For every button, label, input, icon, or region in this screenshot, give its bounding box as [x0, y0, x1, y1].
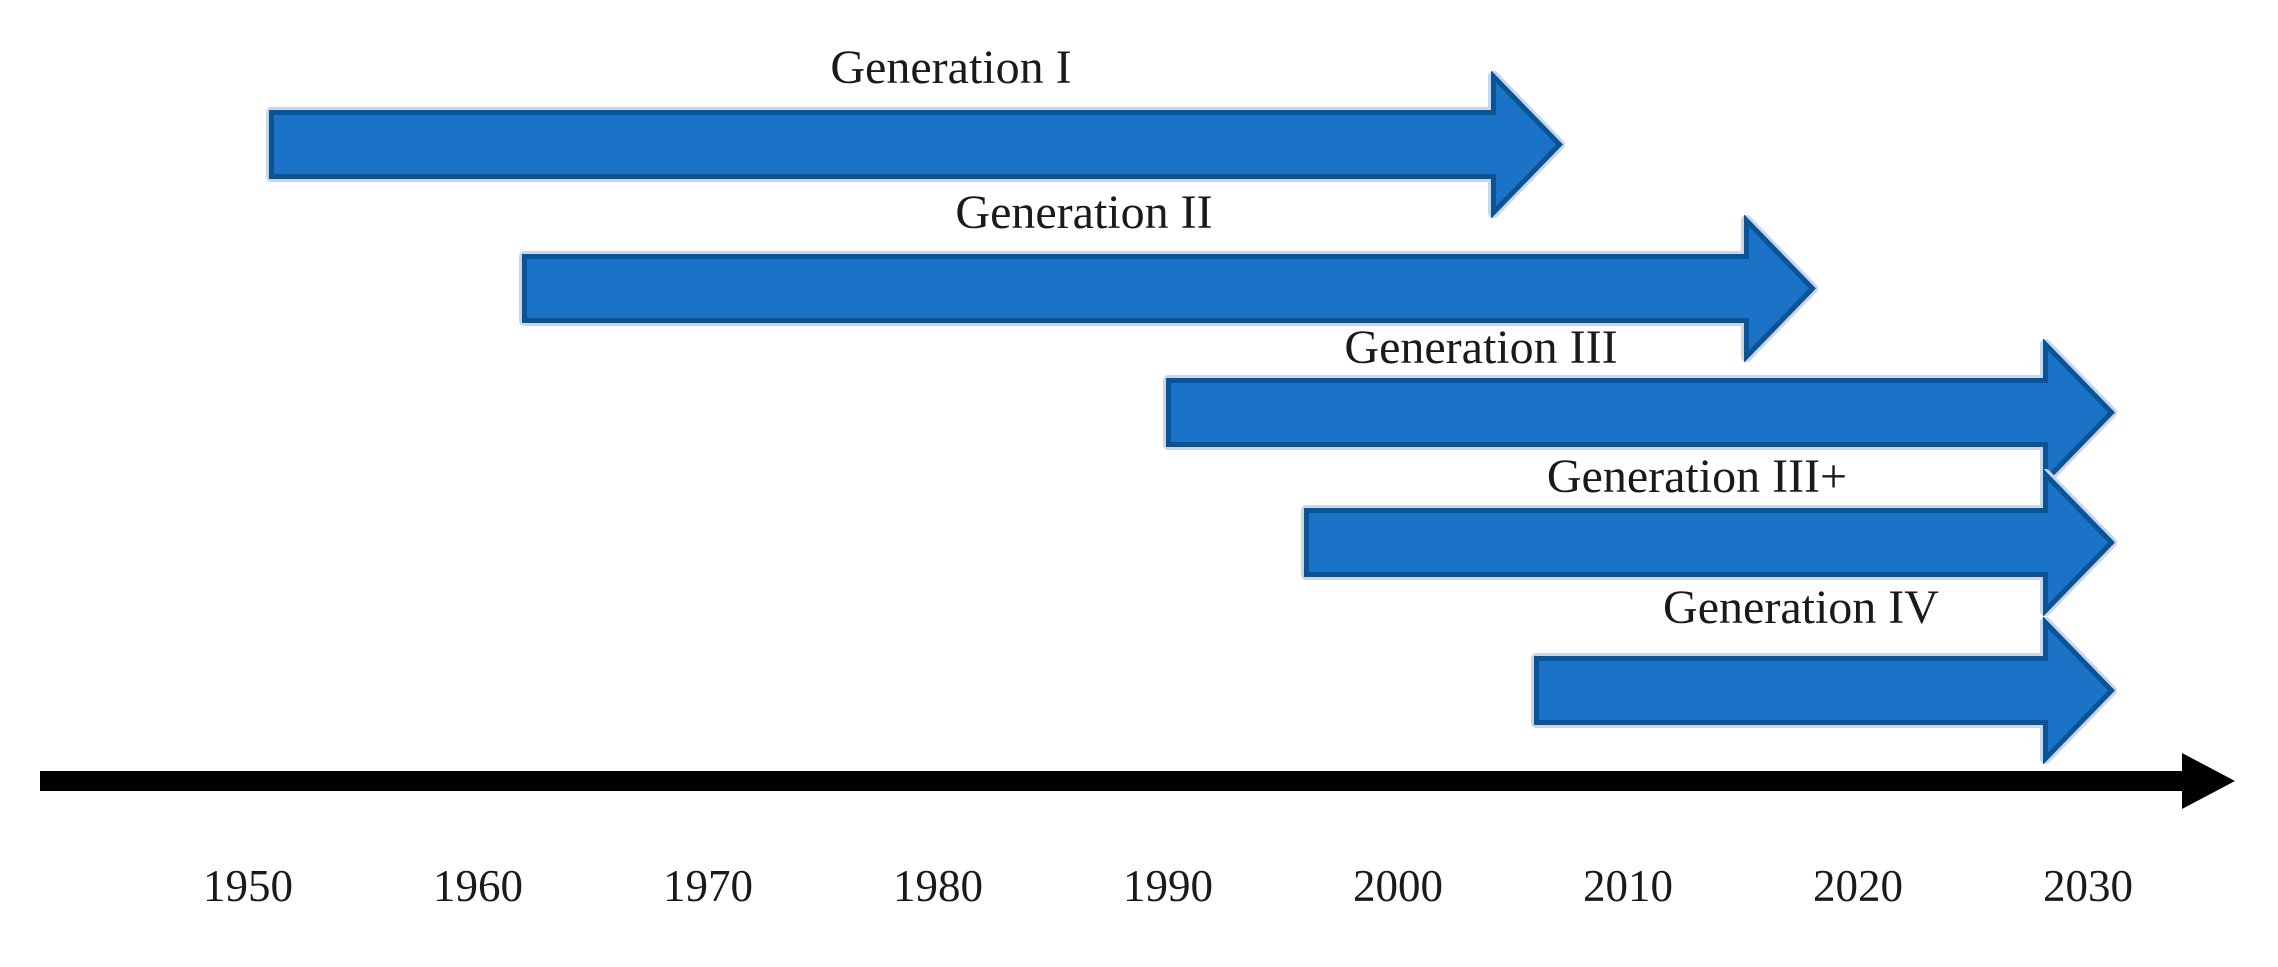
axis-year-label: 1990: [1123, 861, 1213, 911]
right-arrow-icon: [265, 70, 1565, 218]
generation-label: Generation IV: [1663, 581, 1939, 634]
right-arrow-icon: [1300, 468, 2117, 616]
generation-label: Generation III: [1344, 321, 1618, 374]
axis-year-label: 1960: [433, 861, 523, 911]
right-arrow-icon: [1162, 338, 2117, 486]
axis-year-label: 2030: [2043, 861, 2133, 911]
axis-year-label: 2000: [1353, 861, 1443, 911]
axis-year-label: 1950: [203, 861, 293, 911]
generation-label: Generation I: [830, 41, 1072, 94]
right-arrow-icon: [1530, 616, 2117, 764]
time-axis-arrowhead-icon: [2182, 753, 2235, 809]
generation-label: Generation II: [955, 186, 1213, 239]
axis-year-label: 1970: [663, 861, 753, 911]
axis-year-label: 1980: [893, 861, 983, 911]
right-arrow-icon: [518, 214, 1818, 362]
axis-year-label: 2020: [1813, 861, 1903, 911]
generation-label: Generation III+: [1546, 450, 1848, 503]
time-axis-line: [40, 771, 2182, 791]
axis-year-label: 2010: [1583, 861, 1673, 911]
